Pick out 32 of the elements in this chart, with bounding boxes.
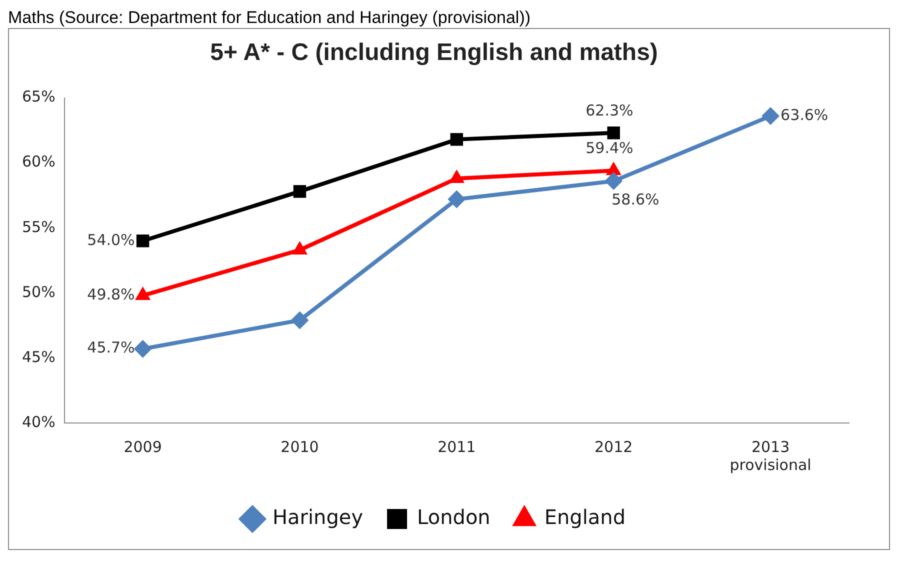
point xyxy=(293,185,306,198)
x-tick-label: 2013 provisional xyxy=(730,438,812,474)
y-tick-label: 45% xyxy=(22,348,56,366)
point xyxy=(604,172,623,190)
y-tick-label: 55% xyxy=(22,218,56,236)
point xyxy=(134,340,152,358)
point xyxy=(290,311,309,330)
point xyxy=(607,126,620,140)
y-tick-label: 60% xyxy=(22,152,56,171)
text: Maths (Source: Department for Education and Haringey (provisional)) xyxy=(8,8,532,28)
point xyxy=(448,190,466,208)
point xyxy=(450,133,464,146)
data-label: 63.6% xyxy=(780,106,828,124)
legend-label: England xyxy=(544,505,626,530)
legend-label: Haringey xyxy=(272,505,364,530)
y-tick-label: 65% xyxy=(22,88,56,106)
y-tick-label: 50% xyxy=(22,282,56,301)
data-label: 58.6% xyxy=(612,190,660,208)
x-tick-label: 2012 xyxy=(594,438,633,456)
data-label: 62.3% xyxy=(586,101,634,120)
data-label: 49.8% xyxy=(87,285,135,304)
point xyxy=(762,107,780,126)
data-label: 59.4% xyxy=(586,139,634,158)
x-tick-label: 2011 xyxy=(438,438,476,456)
y-tick-label: 40% xyxy=(22,412,56,431)
point xyxy=(136,234,150,248)
data-label: 54.0% xyxy=(87,230,135,249)
legend-label: London xyxy=(417,505,490,530)
data-label: 45.7% xyxy=(87,338,135,357)
x-tick-label: 2009 xyxy=(124,438,162,456)
x-tick-label: 2010 xyxy=(280,438,319,456)
chart-title: 5+ A* - C (including English and maths) xyxy=(210,39,658,66)
